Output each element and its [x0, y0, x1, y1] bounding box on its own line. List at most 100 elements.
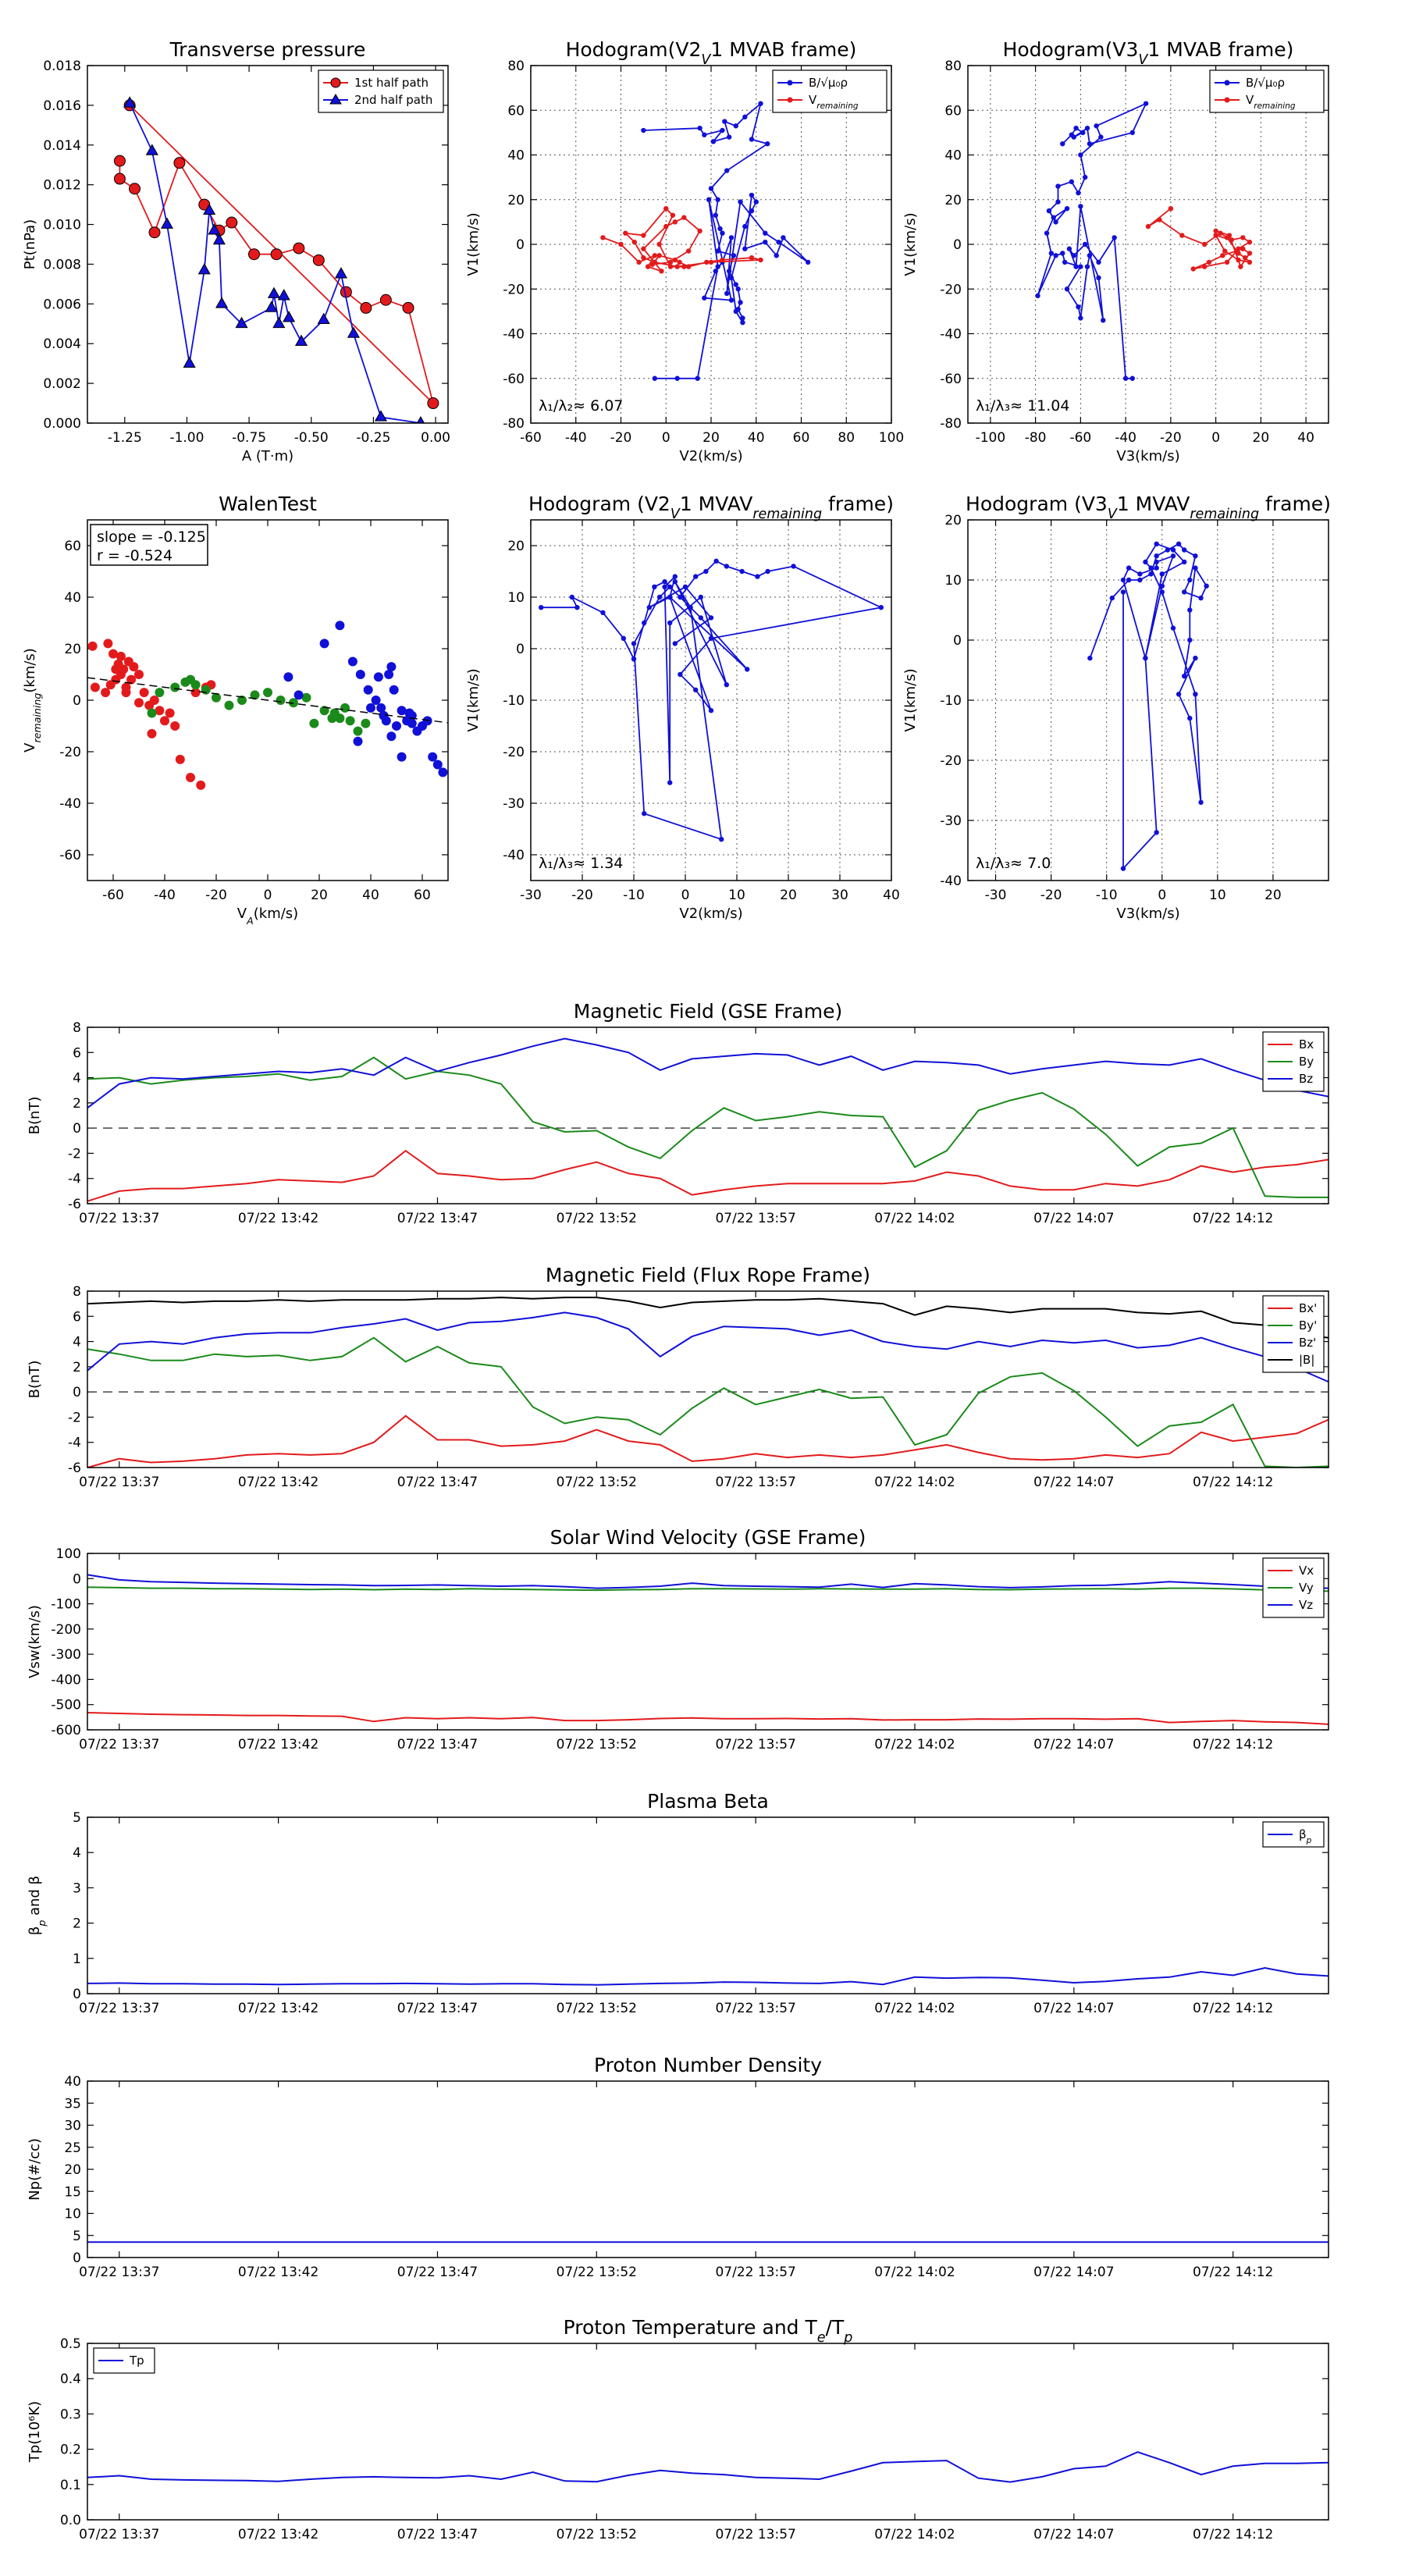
x-tick-label: 07/22 13:42	[238, 2001, 318, 2016]
data-point	[1159, 571, 1165, 577]
x-axis-label: VA(km/s)	[237, 906, 298, 927]
data-point	[1051, 215, 1056, 220]
legend-marker	[329, 94, 342, 105]
data-point	[170, 721, 180, 731]
panel-bgse: Magnetic Field (GSE Frame) 07/22 13:37 07/…	[27, 1000, 1329, 1226]
data-point	[713, 269, 718, 274]
data-point	[347, 326, 360, 338]
data-point	[708, 635, 714, 641]
series-line	[87, 1966, 1329, 1986]
y-tick-label: -30	[940, 813, 962, 829]
data-point	[402, 301, 414, 314]
series-vx	[87, 1712, 1329, 1725]
y-axis-label: Vsw(km/s)	[27, 1605, 43, 1678]
data-point	[1053, 253, 1058, 258]
data-point	[636, 259, 642, 265]
y-tick-label: 6	[73, 1309, 81, 1325]
plot-area	[1087, 541, 1209, 871]
plot-area	[87, 1966, 1329, 1986]
legend-marker	[330, 77, 341, 88]
x-tick-label: -10	[1096, 888, 1118, 903]
series-line	[87, 1297, 1329, 1339]
data-point	[145, 144, 158, 155]
data-point	[1204, 583, 1209, 589]
data-point	[1236, 246, 1241, 251]
data-point	[1193, 565, 1198, 571]
data-point	[1226, 233, 1232, 238]
chart-title: Transverse pressure	[169, 38, 366, 61]
data-point	[720, 257, 725, 263]
data-point	[728, 275, 735, 281]
data-point	[407, 718, 417, 728]
panel-beta: Plasma Beta 07/22 13:37 07/22 13:42 07/22 1…	[27, 1790, 1329, 2016]
axes-frame	[87, 65, 449, 424]
panel-walen: WalenTest -60 -40 -20 0 20 40 60 -60 -40 -20 0 20 40 6…	[22, 493, 449, 927]
data-point	[539, 605, 544, 610]
chart-title: Magnetic Field (GSE Frame)	[574, 1000, 842, 1023]
data-point	[1055, 183, 1061, 189]
data-point	[147, 728, 157, 738]
data-point	[215, 297, 229, 308]
series-0	[1087, 541, 1209, 871]
y-tick-label: -600	[51, 1723, 81, 1738]
data-point	[667, 264, 674, 269]
data-point	[347, 656, 357, 667]
data-point	[386, 662, 397, 672]
data-point	[742, 246, 748, 251]
y-tick-label: -40	[503, 848, 525, 863]
legend-label: Vx	[1299, 1564, 1314, 1578]
data-point	[1087, 655, 1093, 661]
x-tick-label: -20	[1040, 888, 1062, 903]
y-tick-label: 0.1	[60, 2478, 81, 2493]
data-point	[728, 297, 735, 303]
data-point	[693, 687, 699, 692]
x-tick-label: 07/22 13:52	[557, 1211, 637, 1226]
data-point	[681, 215, 687, 220]
data-point	[763, 239, 768, 245]
series-line	[87, 1336, 1329, 1468]
legend: Bx' By' Bz' |B|	[1262, 1295, 1325, 1373]
data-point	[155, 688, 165, 698]
data-point	[379, 294, 392, 306]
data-point	[1159, 589, 1165, 595]
data-point	[1213, 228, 1218, 234]
data-point	[1154, 565, 1159, 571]
series--b-	[87, 1297, 1329, 1339]
data-point	[381, 716, 391, 726]
data-point	[237, 696, 247, 705]
data-point	[1154, 559, 1159, 565]
data-point	[101, 688, 111, 698]
data-point	[1154, 541, 1159, 546]
y-tick-label: 5	[73, 2229, 81, 2244]
series-bx-	[87, 1414, 1329, 1468]
y-tick-label: 35	[64, 2096, 81, 2112]
data-point	[720, 230, 725, 236]
y-axis-label: B(nT)	[27, 1361, 43, 1399]
legend-marker	[1224, 97, 1230, 103]
x-axis-label: V2(km/s)	[679, 906, 742, 922]
data-point	[1120, 577, 1126, 583]
stats-line: slope = -0.125	[97, 528, 206, 546]
data-point	[781, 235, 786, 240]
data-point	[708, 186, 714, 191]
data-point	[1170, 625, 1176, 631]
data-point	[1073, 125, 1079, 131]
data-point	[335, 713, 345, 724]
data-point	[190, 688, 201, 698]
y-tick-label: -4	[68, 1172, 81, 1187]
data-point	[733, 123, 738, 129]
legend-marker	[787, 97, 793, 103]
data-point	[1066, 246, 1072, 251]
data-point	[1076, 304, 1081, 310]
x-tick-label: 07/22 14:12	[1193, 1475, 1273, 1490]
data-point	[1154, 830, 1159, 835]
data-point	[733, 308, 738, 315]
axes-frame	[87, 1816, 1329, 1994]
data-point	[600, 610, 606, 615]
data-point	[360, 301, 372, 314]
data-point	[317, 312, 330, 324]
series-line	[87, 1586, 1329, 1592]
series-bz	[87, 1037, 1329, 1109]
data-point	[670, 212, 676, 218]
y-tick-label: -40	[940, 327, 962, 343]
